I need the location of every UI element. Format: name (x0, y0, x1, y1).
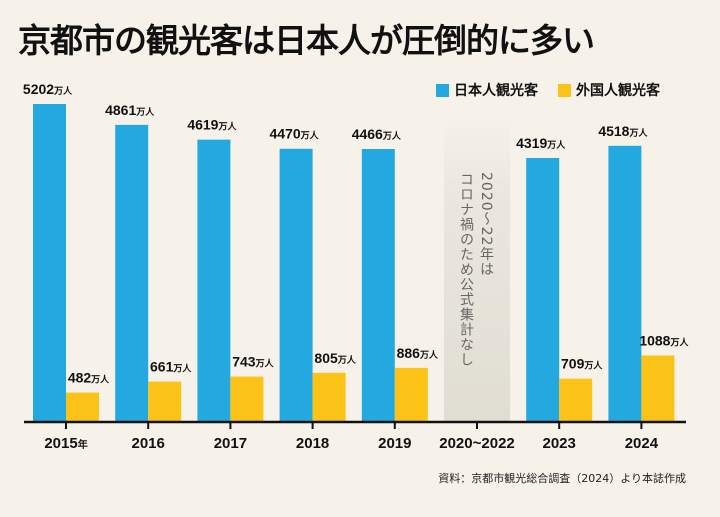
legend-item-japanese: 日本人観光客 (436, 80, 538, 100)
no-data-note: 2020～22年は コロナ禍のため公式集計なし (456, 172, 496, 367)
data-label: 805万人 (314, 350, 356, 366)
x-tick-label: 2024 (625, 435, 659, 452)
x-tick-label: 2018 (296, 435, 329, 452)
x-tick-label: 2017 (214, 435, 247, 452)
data-label: 4861万人 (105, 102, 155, 118)
legend-label: 外国人観光客 (576, 83, 660, 99)
data-label: 661万人 (150, 359, 192, 375)
bar-japanese (115, 124, 149, 422)
legend: 日本人観光客 外国人観光客 (436, 80, 660, 100)
legend-label: 日本人観光客 (454, 83, 538, 99)
legend-swatch-yellow (558, 83, 571, 97)
x-tick-label: 2015年 (44, 435, 87, 452)
chart-title: 京都市の観光客は日本人が圧倒的に多い (18, 21, 595, 60)
x-tick-label: 2023 (543, 435, 576, 452)
data-label: 4466万人 (352, 126, 402, 142)
x-tick-label: 2020~2022 (439, 435, 515, 452)
data-label: 886万人 (397, 345, 439, 361)
note-line: 2020～22年は (478, 172, 494, 277)
bar-japanese (361, 148, 395, 422)
data-label: 709万人 (561, 356, 603, 372)
data-label: 4319万人 (516, 135, 566, 151)
data-label: 1088万人 (639, 332, 689, 348)
data-label: 743万人 (232, 354, 274, 370)
bar-foreign (559, 378, 593, 422)
x-tick-label: 2016 (132, 435, 165, 452)
bar-foreign (641, 355, 675, 422)
bar-japanese (197, 139, 231, 423)
bar-japanese (33, 104, 66, 422)
bar-japanese (526, 157, 560, 422)
no-data-panel (444, 118, 510, 422)
bar-foreign (230, 376, 264, 422)
bar-japanese (608, 145, 642, 422)
bar-foreign (312, 372, 346, 422)
data-label: 5202万人 (23, 81, 73, 97)
legend-swatch-blue (436, 83, 449, 97)
note-line: コロナ禍のため公式集計なし (458, 172, 474, 367)
data-label: 482万人 (68, 370, 110, 386)
data-label: 4518万人 (598, 123, 648, 139)
bar-foreign (394, 367, 428, 422)
bar-foreign (66, 392, 99, 422)
data-label: 4619万人 (187, 117, 237, 133)
x-tick-label: 2019 (378, 435, 411, 452)
data-label: 4470万人 (270, 126, 320, 142)
bar-japanese (279, 148, 313, 422)
legend-item-foreign: 外国人観光客 (558, 80, 660, 100)
source-note: 資料：京都市観光総合調査（2024）より本誌作成 (438, 472, 686, 485)
bar-foreign (148, 381, 182, 422)
